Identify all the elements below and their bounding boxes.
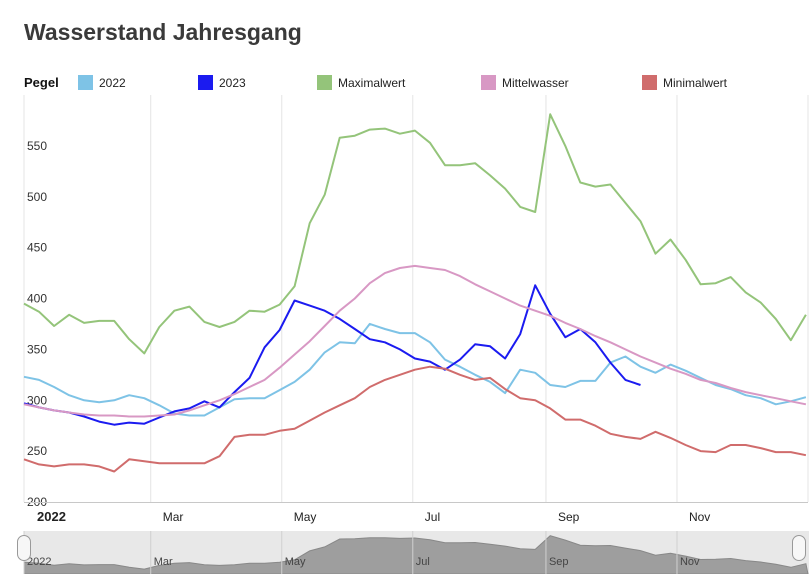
y-tick-label: 500 <box>27 190 47 204</box>
legend-swatch-2023 <box>198 75 213 90</box>
grid <box>23 95 809 502</box>
legend-swatch-mittelwasser <box>481 75 496 90</box>
series-line-minimalwert <box>23 365 807 473</box>
x-tick-label: Nov <box>689 510 710 524</box>
y-tick-label: 450 <box>27 241 47 255</box>
x-axis: 2022 Mar May Jul Sep Nov <box>24 502 808 524</box>
legend: Pegel 2022 2023 Maximalwert Mittelwasser… <box>0 72 809 94</box>
legend-label-2022: 2022 <box>99 76 126 90</box>
series-line-2023 <box>23 284 641 426</box>
navigator[interactable]: 2022 Mar May Jul Sep Nov <box>23 531 809 574</box>
x-tick-label: Sep <box>558 510 580 524</box>
series-line-mittelwasser <box>23 264 807 418</box>
x-tick-label: 2022 <box>37 509 66 524</box>
navigator-label: Mar <box>154 556 173 568</box>
y-tick-label: 400 <box>27 292 47 306</box>
navigator-label: Nov <box>680 556 700 568</box>
navigator-label: May <box>285 556 306 568</box>
navigator-label: 2022 <box>27 556 51 568</box>
series-group <box>23 113 807 473</box>
navigator-area <box>23 535 809 574</box>
navigator-left-handle[interactable] <box>17 535 31 561</box>
x-tick-label: May <box>294 510 317 524</box>
legend-heading: Pegel <box>24 75 59 90</box>
y-tick-label: 550 <box>27 139 47 153</box>
navigator-label: Sep <box>549 556 569 568</box>
legend-label-maximalwert: Maximalwert <box>338 76 406 90</box>
x-tick-label: Jul <box>425 510 440 524</box>
y-tick-label: 250 <box>27 444 47 458</box>
y-tick-label: 350 <box>27 342 47 356</box>
navigator-label: Jul <box>416 556 430 568</box>
legend-swatch-maximalwert <box>317 75 332 90</box>
legend-swatch-minimalwert <box>642 75 657 90</box>
page-title: Wasserstand Jahresgang <box>24 19 302 45</box>
legend-label-minimalwert: Minimalwert <box>663 76 728 90</box>
series-line-maximalwert <box>23 113 807 355</box>
y-tick-label: 300 <box>27 393 47 407</box>
legend-swatch-2022 <box>78 75 93 90</box>
navigator-right-handle[interactable] <box>792 535 806 561</box>
legend-label-mittelwasser: Mittelwasser <box>502 76 569 90</box>
x-tick-label: Mar <box>163 510 184 524</box>
series-line-2022 <box>23 322 807 417</box>
legend-label-2023: 2023 <box>219 76 246 90</box>
